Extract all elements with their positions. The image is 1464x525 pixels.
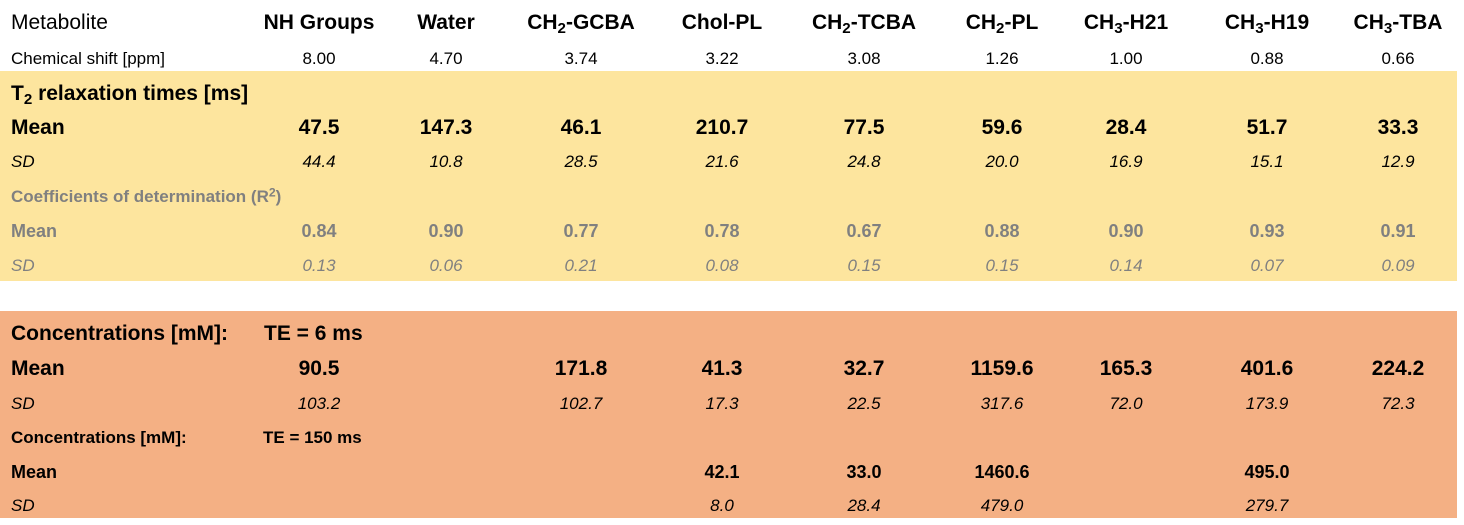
conc-te150-sd-value: 28.4: [847, 496, 881, 515]
t2-sd-value: 12.9: [1381, 152, 1415, 171]
conc-te6-mean-value: 224.2: [1371, 357, 1425, 380]
conc-te150-title: Concentrations [mM]:: [11, 428, 187, 447]
chemical-shift-value: 1.00: [1109, 49, 1143, 68]
conc-te150-sd-value: 279.7: [1245, 496, 1289, 515]
metabolite-header: NH Groups: [263, 11, 375, 34]
t2-sd-value: 16.9: [1109, 152, 1143, 171]
conc-te6-mean-value: 401.6: [1240, 357, 1294, 380]
conc-te6-mean-value: 90.5: [298, 357, 340, 380]
conc-te6-echo-time: TE = 6 ms: [264, 322, 363, 345]
conc-te6-sd-value: 72.3: [1381, 394, 1415, 413]
metabolite-label: Metabolite: [11, 11, 108, 34]
t2-mean-value: 77.5: [843, 116, 885, 139]
conc-te6-sd-value: 103.2: [297, 394, 341, 413]
conc-te6-mean-value: 1159.6: [970, 357, 1034, 380]
chemical-shift-value: 8.00: [302, 49, 336, 68]
metabolite-header: CH2-GCBA: [527, 11, 635, 37]
conc-te6-sd-value: 317.6: [980, 394, 1024, 413]
r2-mean-value: 0.77: [563, 221, 599, 241]
t2-sd-value: 28.5: [564, 152, 598, 171]
metabolite-header: CH3-TBA: [1353, 11, 1443, 37]
r2-sd-value: 0.09: [1381, 256, 1415, 275]
r2-sd-value: 0.21: [564, 256, 598, 275]
r2-sd-value: 0.13: [302, 256, 336, 275]
t2-sd-label: SD: [11, 152, 35, 171]
t2-mean-value: 46.1: [560, 116, 602, 139]
r2-mean-value: 0.67: [846, 221, 882, 241]
conc-te150-mean-value: 33.0: [846, 462, 882, 482]
r2-sd-value: 0.15: [847, 256, 881, 275]
t2-mean-value: 147.3: [419, 116, 473, 139]
r2-mean-value: 0.91: [1380, 221, 1416, 241]
r2-sd-value: 0.07: [1250, 256, 1284, 275]
conc-te6-sd-value: 22.5: [847, 394, 881, 413]
conc-te6-sd-label: SD: [11, 394, 35, 413]
chemical-shift-value: 0.88: [1250, 49, 1284, 68]
conc-te6-sd-value: 72.0: [1109, 394, 1143, 413]
metabolite-header: CH2-PL: [965, 11, 1039, 37]
t2-mean-value: 59.6: [981, 116, 1023, 139]
r2-sd-value: 0.08: [705, 256, 739, 275]
conc-te150-sd-value: 8.0: [710, 496, 734, 515]
conc-te150-sd-value: 479.0: [980, 496, 1024, 515]
conc-te6-mean-value: 32.7: [843, 357, 885, 380]
r2-mean-value: 0.90: [1108, 221, 1144, 241]
chemical-shift-value: 1.26: [985, 49, 1019, 68]
r2-sd-value: 0.06: [429, 256, 463, 275]
chemical-shift-value: 3.22: [705, 49, 739, 68]
t2-mean-value: 28.4: [1105, 116, 1147, 139]
chemical-shift-label: Chemical shift [ppm]: [11, 49, 165, 68]
conc-te6-mean-value: 41.3: [701, 357, 743, 380]
conc-te6-mean-value: 171.8: [554, 357, 608, 380]
chemical-shift-value: 3.08: [847, 49, 881, 68]
metabolite-header: Water: [417, 11, 475, 34]
conc-te150-mean-label: Mean: [11, 462, 58, 482]
conc-te6-title: Concentrations [mM]:: [11, 322, 228, 345]
conc-te150-sd-label: SD: [11, 496, 35, 515]
conc-te6-sd-value: 173.9: [1245, 394, 1289, 413]
chemical-shift-value: 3.74: [564, 49, 598, 68]
t2-sd-value: 15.1: [1250, 152, 1284, 171]
metabolite-header: Chol-PL: [681, 11, 763, 34]
metabolite-header: CH3-H19: [1224, 11, 1310, 37]
r2-mean-value: 0.90: [428, 221, 464, 241]
r2-mean-value: 0.78: [704, 221, 740, 241]
conc-te150-mean-value: 495.0: [1244, 462, 1290, 482]
t2-mean-value: 33.3: [1377, 116, 1419, 139]
r2-sd-label: SD: [11, 256, 35, 275]
r2-mean-value: 0.84: [301, 221, 337, 241]
metabolite-header: CH2-TCBA: [811, 11, 917, 37]
conc-te150-echo-time: TE = 150 ms: [263, 428, 362, 447]
conc-te6-mean-value: 165.3: [1099, 357, 1153, 380]
chemical-shift-value: 4.70: [429, 49, 463, 68]
t2-sd-value: 24.8: [847, 152, 881, 171]
t2-sd-value: 20.0: [985, 152, 1019, 171]
t2-mean-value: 210.7: [695, 116, 749, 139]
t2-sd-value: 21.6: [705, 152, 739, 171]
t2-r2-section-background: [0, 71, 1457, 281]
t2-mean-value: 51.7: [1246, 116, 1288, 139]
r2-mean-value: 0.88: [984, 221, 1020, 241]
r2-sd-value: 0.14: [1109, 256, 1143, 275]
concentrations-section-background: [0, 311, 1457, 518]
conc-te6-sd-value: 102.7: [559, 394, 603, 413]
conc-te6-sd-value: 17.3: [705, 394, 739, 413]
chemical-shift-value: 0.66: [1381, 49, 1415, 68]
t2-mean-label: Mean: [11, 116, 65, 139]
t2-mean-value: 47.5: [298, 116, 340, 139]
t2-sd-value: 44.4: [302, 152, 336, 171]
r2-mean-label: Mean: [11, 221, 58, 241]
metabolite-header: CH3-H21: [1083, 11, 1169, 37]
conc-te150-mean-value: 1460.6: [974, 462, 1030, 482]
r2-mean-value: 0.93: [1249, 221, 1285, 241]
conc-te6-mean-label: Mean: [11, 357, 65, 380]
conc-te150-mean-value: 42.1: [704, 462, 740, 482]
r2-sd-value: 0.15: [985, 256, 1019, 275]
t2-sd-value: 10.8: [429, 152, 463, 171]
